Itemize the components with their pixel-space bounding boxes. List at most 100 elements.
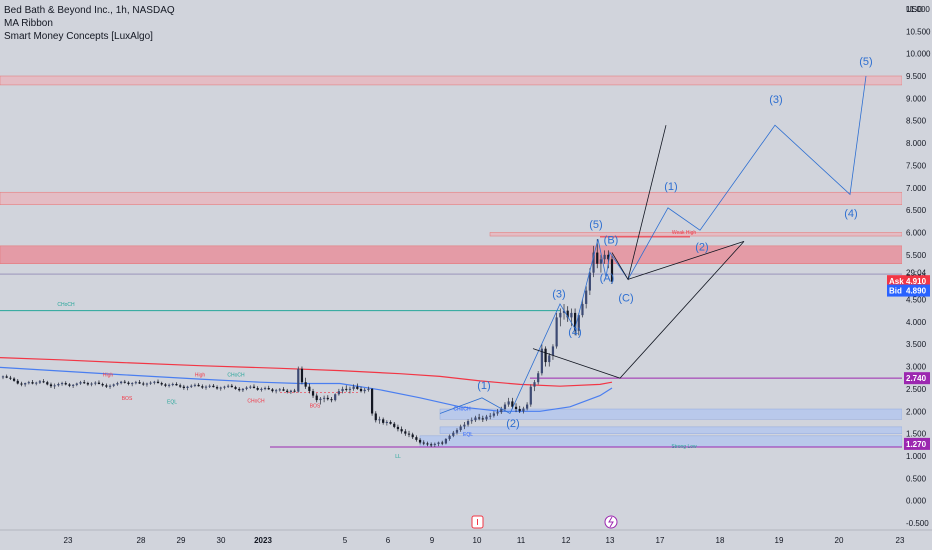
candle-body — [551, 346, 555, 356]
candle-body — [86, 383, 89, 385]
candle-body — [466, 421, 470, 425]
candle-body — [5, 376, 8, 378]
candle-body — [201, 386, 204, 388]
candle-body — [562, 310, 566, 313]
candle-body — [404, 431, 407, 434]
candle-body — [145, 383, 149, 385]
y-tick-label: 0.500 — [906, 474, 927, 483]
candle-body — [382, 419, 385, 423]
x-tick-label: 29 — [177, 536, 186, 545]
legend-indicator-smc[interactable]: Smart Money Concepts [LuxAlgo] — [4, 31, 153, 42]
candle-body — [90, 383, 93, 385]
price-tag-value: 1.270 — [906, 440, 927, 449]
candle-body — [514, 406, 518, 410]
price-tag-value: 4.910 — [906, 277, 927, 286]
candle-body — [315, 395, 318, 401]
wave-projection-path — [439, 75, 867, 415]
candle-body — [24, 383, 27, 385]
bull-path-lower — [532, 241, 745, 379]
smc-label: CHoCH — [247, 398, 265, 404]
candle-body — [182, 386, 185, 389]
ma-ribbon-blue — [0, 366, 613, 412]
candle-body — [529, 386, 532, 405]
candle-body — [489, 415, 492, 417]
candle-body — [204, 386, 208, 388]
candle-body — [227, 385, 230, 387]
candle-body — [153, 381, 156, 383]
candle-body — [492, 413, 495, 416]
candle-body — [448, 435, 451, 439]
candle-body — [97, 382, 101, 384]
candle-body — [592, 252, 595, 273]
time-axis — [0, 530, 932, 550]
y-tick-label: 2.000 — [906, 407, 927, 416]
candle-body — [396, 426, 400, 430]
candle-body — [31, 382, 34, 384]
y-tick-label: 1.500 — [906, 430, 927, 439]
candle-body — [238, 388, 241, 391]
candle-body — [418, 439, 422, 443]
price-tag-label: Ask — [889, 277, 904, 286]
candle-body — [252, 386, 256, 389]
candle-body — [411, 434, 414, 438]
candle-body — [452, 432, 455, 436]
wave-label: (2) — [695, 241, 708, 253]
candle-body — [16, 380, 19, 384]
candle-body — [415, 437, 418, 440]
candle-body — [426, 443, 429, 445]
candle-body — [297, 368, 300, 392]
candle-body — [53, 385, 56, 387]
wave-label: (B) — [604, 235, 619, 247]
candle-body — [142, 383, 145, 385]
smc-label: Strong Low — [671, 444, 697, 450]
x-tick-label: 23 — [896, 536, 905, 545]
x-tick-label: 2023 — [254, 536, 272, 545]
candle-body — [249, 386, 252, 388]
candle-body — [540, 348, 543, 374]
y-tick-label: 7.500 — [906, 161, 927, 170]
y-tick-label: 10.000 — [906, 50, 931, 59]
candle-body — [407, 433, 411, 435]
smc-label: CHoCH — [453, 406, 471, 412]
candle-body — [1, 376, 5, 378]
candle-body — [437, 442, 440, 444]
candle-body — [459, 426, 462, 431]
candle-body — [599, 259, 603, 264]
candle-body — [75, 383, 78, 385]
candle-body — [378, 419, 381, 421]
candle-body — [282, 389, 285, 391]
legend-title[interactable]: Bed Bath & Beyond Inc., 1h, NASDAQ — [4, 5, 175, 16]
y-tick-label: -0.500 — [906, 519, 929, 528]
x-tick-label: 30 — [217, 536, 226, 545]
candle-body — [193, 384, 197, 386]
candle-body — [120, 381, 123, 384]
candle-body — [223, 386, 226, 388]
y-tick-label: 3.000 — [906, 363, 927, 372]
candle-body — [245, 387, 248, 389]
y-tick-label: 10.500 — [906, 27, 931, 36]
candle-body — [500, 409, 503, 413]
price-tag-value: 4.890 — [906, 287, 927, 296]
candle-body — [337, 391, 340, 395]
candle-body — [234, 387, 237, 389]
x-tick-label: 23 — [64, 536, 73, 545]
x-tick-label: 20 — [835, 536, 844, 545]
candle-body — [131, 383, 134, 385]
candle-body — [127, 382, 130, 384]
wave-label: (1) — [664, 181, 677, 193]
candle-body — [585, 290, 588, 304]
legend-indicator-ma-ribbon[interactable]: MA Ribbon — [4, 18, 53, 29]
price-tag-ask: Ask 4.910 — [887, 275, 930, 288]
y-tick-label: 5.500 — [906, 251, 927, 260]
candle-body — [603, 254, 606, 260]
candle-body — [555, 317, 558, 347]
candle-body — [400, 429, 403, 432]
candle-body — [20, 383, 23, 385]
ma-ribbon-red — [0, 357, 613, 387]
candle-body — [108, 385, 112, 387]
smc-label: EQL — [463, 432, 473, 438]
candle-body — [370, 388, 374, 414]
candle-body — [112, 384, 115, 386]
